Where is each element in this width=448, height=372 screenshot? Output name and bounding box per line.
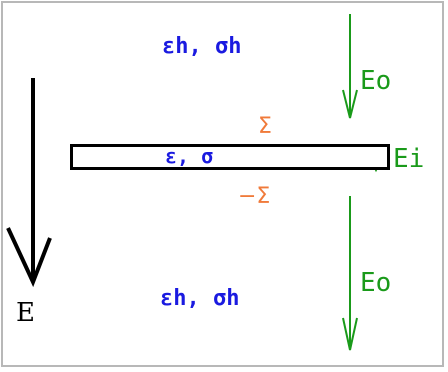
slab-rectangle bbox=[70, 144, 390, 170]
host-medium-bottom-label: εh, σh bbox=[160, 286, 240, 311]
figure-border bbox=[1, 1, 444, 367]
field-bottom-arrow bbox=[342, 196, 358, 351]
surface-charge-bottom-label: −Σ bbox=[238, 184, 271, 209]
field-top-label: Eo bbox=[360, 66, 392, 96]
field-bottom-label: Eo bbox=[360, 268, 392, 298]
field-top-arrow bbox=[342, 14, 358, 119]
field-inside-label: Ei bbox=[393, 144, 425, 174]
applied-field-label: E bbox=[16, 298, 35, 328]
surface-charge-top-label: Σ bbox=[258, 114, 272, 139]
applied-field-arrow bbox=[6, 78, 52, 288]
host-medium-top-label: εh, σh bbox=[162, 34, 242, 59]
slab-label: ε, σ bbox=[165, 144, 214, 168]
